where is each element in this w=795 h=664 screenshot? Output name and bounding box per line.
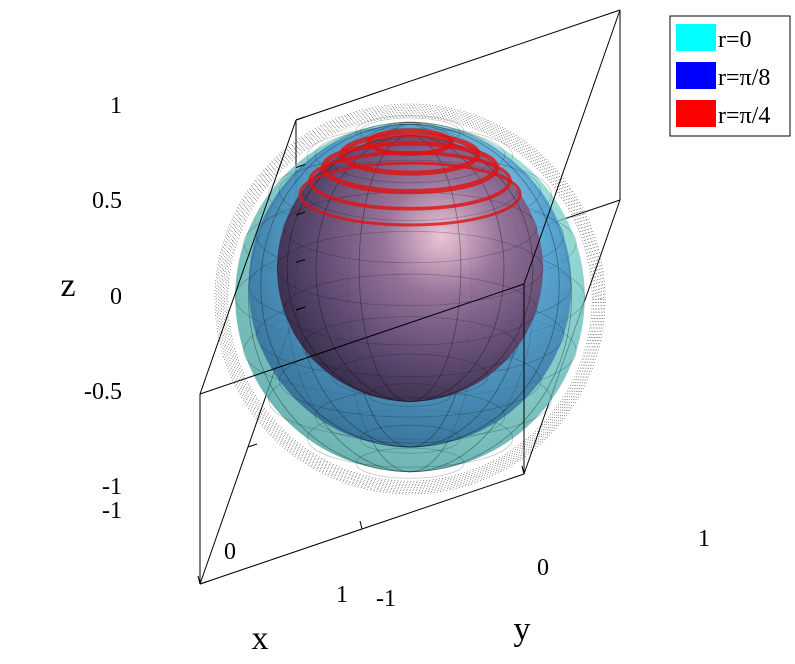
reference-sphere-ring	[227, 116, 593, 482]
y-tick	[197, 575, 201, 585]
x-tick	[247, 443, 258, 448]
y-tick-label: -1	[376, 586, 396, 612]
box-edge	[523, 9, 621, 285]
z-tick	[295, 164, 306, 168]
sphere-parallel	[368, 383, 452, 407]
box-edge	[199, 119, 297, 395]
x-tick-label: 0	[224, 539, 236, 565]
x-tick	[199, 580, 210, 585]
y-axis-label: y	[514, 611, 531, 648]
sphere-meridian	[260, 123, 560, 448]
y-tick	[359, 520, 363, 530]
sphere-parallel	[359, 424, 461, 454]
reference-sphere-ring	[217, 106, 603, 492]
sphere-surfaces	[234, 115, 586, 479]
legend-label-r-pi-4: r=π/4	[718, 103, 770, 129]
axis-ticks	[197, 116, 525, 585]
z-axis-label: z	[60, 267, 75, 304]
sphere-parallel	[355, 447, 465, 479]
sphere-meridian	[248, 121, 572, 473]
sphere-meridian	[260, 123, 560, 448]
reference-sphere-ring	[221, 110, 599, 488]
z-tick-label: 1	[110, 93, 122, 119]
legend-swatch-r0	[676, 24, 716, 51]
y-tick	[521, 465, 525, 475]
z-tick-label: -0.5	[84, 379, 122, 405]
sphere-parallel	[331, 138, 489, 184]
reference-sphere-ring	[222, 111, 598, 487]
legend-label-r0: r=0	[718, 27, 752, 53]
reference-sphere-ring	[219, 108, 601, 490]
y-tick-label: 1	[698, 526, 710, 552]
sphere-parallel	[276, 230, 544, 307]
x-tick	[295, 306, 306, 311]
reference-unit-sphere	[214, 103, 606, 495]
reference-sphere-ring	[216, 105, 604, 493]
legend: r=0 r=π/8 r=π/4	[669, 15, 791, 137]
sphere-parallel	[301, 316, 518, 378]
z-tick	[295, 211, 306, 216]
reference-sphere-ring	[224, 113, 596, 485]
sphere-band	[298, 161, 522, 227]
reference-sphere-ring	[214, 103, 606, 495]
sphere-r-pi-4	[276, 128, 544, 407]
y-tick-label: 0	[537, 555, 549, 581]
legend-swatch-r-pi-8	[676, 62, 716, 89]
legend-label-r-pi-8: r=π/8	[718, 65, 770, 91]
z-tick	[295, 116, 306, 121]
z-tick-label: -1	[102, 474, 122, 500]
sphere-parallel	[283, 273, 537, 346]
sphere-meridian	[248, 121, 572, 473]
axis-box-front	[199, 9, 621, 584]
z-tick-label: 0	[110, 284, 122, 310]
sphere-parallel	[301, 159, 518, 221]
legend-swatch-r-pi-4	[676, 100, 716, 127]
sphere-parallel	[331, 353, 489, 399]
x-axis-label: x	[252, 620, 269, 657]
box-edge	[199, 283, 525, 395]
x-tick-label: -1	[102, 498, 122, 524]
z-tick-label: 0.5	[92, 188, 122, 214]
reference-sphere-ring	[225, 114, 595, 484]
z-tick	[295, 259, 306, 263]
x-tick-label: 1	[336, 582, 348, 608]
box-edge	[295, 9, 621, 121]
